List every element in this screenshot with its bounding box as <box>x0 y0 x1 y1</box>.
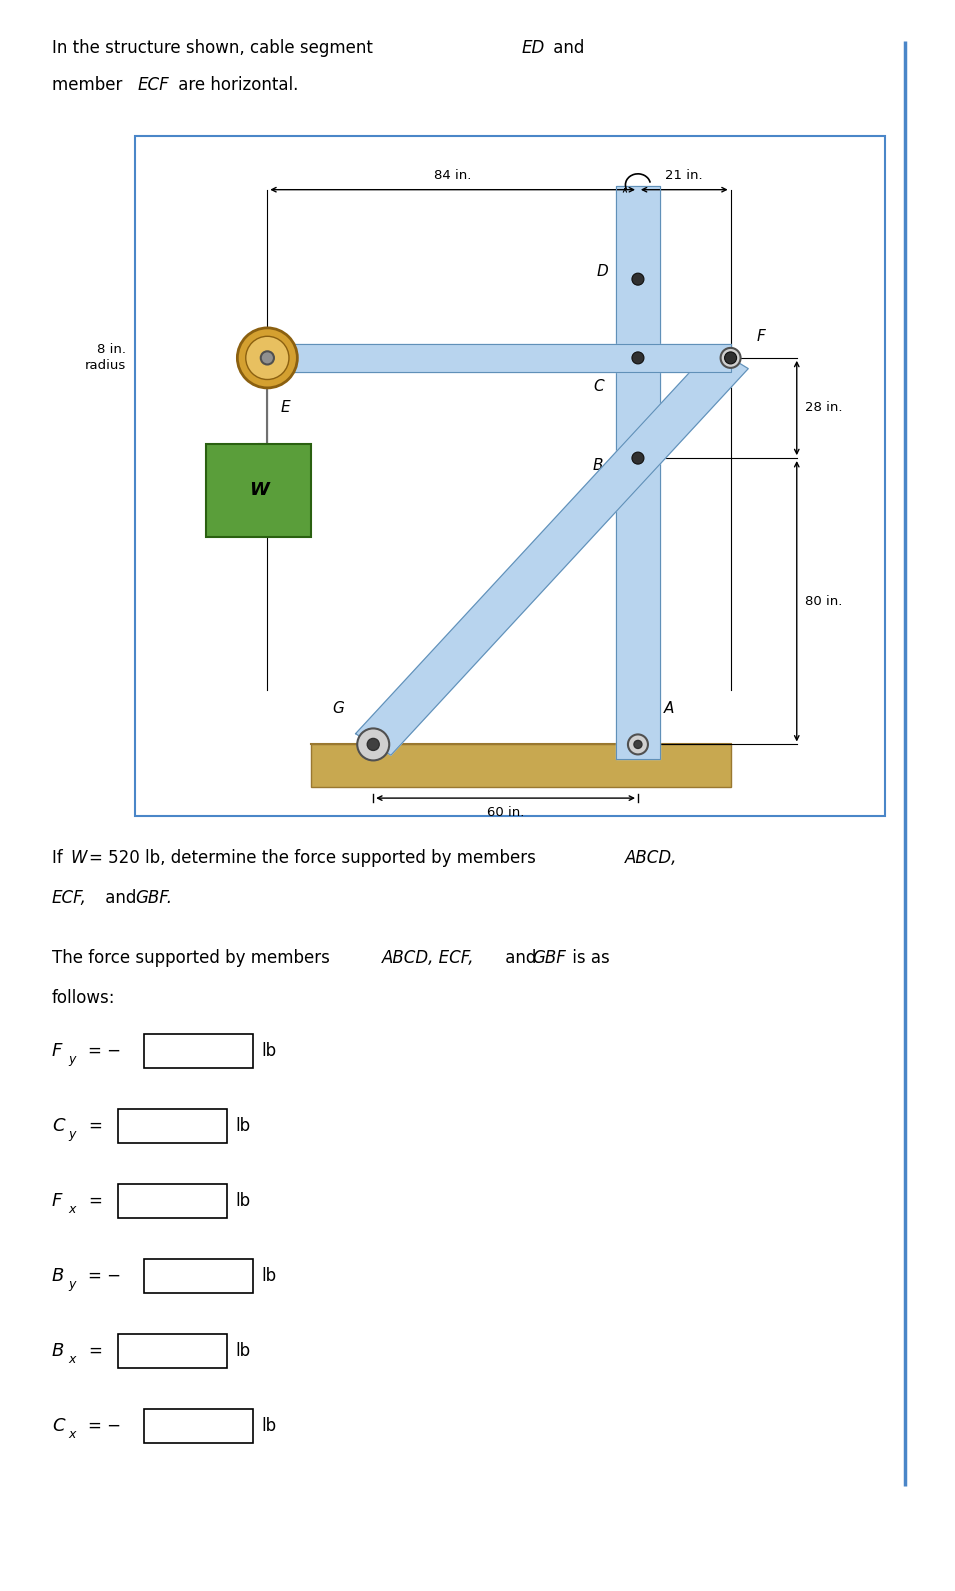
Text: follows:: follows: <box>52 990 116 1007</box>
Text: 8 in.
radius: 8 in. radius <box>85 344 126 372</box>
Text: x: x <box>69 1203 75 1216</box>
Text: ECF,: ECF, <box>52 889 87 907</box>
Text: The force supported by members: The force supported by members <box>52 948 335 967</box>
Text: lb: lb <box>235 1117 250 1134</box>
Text: y: y <box>69 1053 75 1066</box>
Text: = 520 lb, determine the force supported by members: = 520 lb, determine the force supported … <box>89 850 541 867</box>
Circle shape <box>725 352 736 364</box>
Circle shape <box>632 452 644 465</box>
Text: 21 in.: 21 in. <box>666 169 703 181</box>
Text: G: G <box>332 702 344 716</box>
Polygon shape <box>355 347 748 756</box>
Text: y: y <box>69 1128 75 1141</box>
Text: C: C <box>52 1418 65 1435</box>
Text: 60 in.: 60 in. <box>487 807 524 819</box>
Text: 84 in.: 84 in. <box>434 169 472 181</box>
Circle shape <box>632 274 644 285</box>
Text: If: If <box>52 850 68 867</box>
Text: 28 in.: 28 in. <box>805 401 842 415</box>
FancyBboxPatch shape <box>118 1109 227 1142</box>
Text: = −: = − <box>88 1418 121 1435</box>
FancyBboxPatch shape <box>144 1410 253 1443</box>
Text: y: y <box>69 1278 75 1290</box>
Text: ED: ED <box>522 40 545 57</box>
Text: lb: lb <box>261 1266 276 1286</box>
Text: lb: lb <box>235 1341 250 1360</box>
Circle shape <box>357 729 390 760</box>
Text: D: D <box>597 264 608 280</box>
Text: = −: = − <box>88 1042 121 1060</box>
Text: W: W <box>71 850 87 867</box>
Text: lb: lb <box>235 1192 250 1211</box>
Text: C: C <box>593 379 604 395</box>
Text: In the structure shown, cable segment: In the structure shown, cable segment <box>52 40 378 57</box>
Text: =: = <box>88 1117 102 1134</box>
Text: is as: is as <box>567 948 609 967</box>
Polygon shape <box>205 444 311 536</box>
Circle shape <box>632 352 644 364</box>
Text: lb: lb <box>261 1418 276 1435</box>
FancyBboxPatch shape <box>118 1333 227 1368</box>
Text: ECF: ECF <box>138 76 170 94</box>
Circle shape <box>261 352 274 364</box>
Circle shape <box>721 348 740 368</box>
Text: E: E <box>281 401 290 415</box>
Text: GBF.: GBF. <box>135 889 172 907</box>
Circle shape <box>628 735 647 754</box>
Text: = −: = − <box>88 1266 121 1286</box>
Text: ABCD, ECF,: ABCD, ECF, <box>382 948 475 967</box>
Text: =: = <box>88 1341 102 1360</box>
Text: W: W <box>248 482 268 500</box>
Polygon shape <box>267 344 731 372</box>
Text: =: = <box>88 1192 102 1211</box>
Polygon shape <box>616 186 660 759</box>
FancyBboxPatch shape <box>144 1034 253 1068</box>
Polygon shape <box>311 745 731 788</box>
Text: F: F <box>52 1192 62 1211</box>
Text: lb: lb <box>261 1042 276 1060</box>
FancyBboxPatch shape <box>118 1184 227 1219</box>
Text: x: x <box>69 1429 75 1441</box>
Text: and: and <box>500 948 541 967</box>
Text: C: C <box>52 1117 65 1134</box>
Text: B: B <box>593 458 604 473</box>
Text: B: B <box>52 1266 64 1286</box>
Text: and: and <box>100 889 141 907</box>
Text: ABCD,: ABCD, <box>625 850 677 867</box>
Text: GBF: GBF <box>532 948 566 967</box>
FancyBboxPatch shape <box>135 135 885 816</box>
FancyBboxPatch shape <box>144 1258 253 1293</box>
Text: x: x <box>69 1352 75 1367</box>
Text: B: B <box>52 1341 64 1360</box>
Text: and: and <box>548 40 584 57</box>
Text: F: F <box>52 1042 62 1060</box>
Text: 80 in.: 80 in. <box>805 595 842 608</box>
Text: are horizontal.: are horizontal. <box>173 76 298 94</box>
Text: F: F <box>757 329 766 344</box>
Circle shape <box>368 738 379 751</box>
Circle shape <box>238 328 297 388</box>
Text: A: A <box>664 702 674 716</box>
Text: member: member <box>52 76 128 94</box>
Circle shape <box>245 336 289 380</box>
Circle shape <box>634 740 642 748</box>
